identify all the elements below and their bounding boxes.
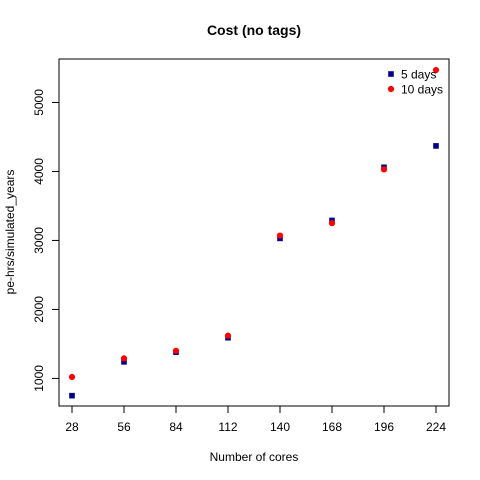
legend-label: 10 days [401,83,443,97]
x-tick-label: 112 [218,420,237,434]
y-tick-label: 1000 [32,365,46,392]
data-points [68,66,440,399]
x-axis-title: Number of cores [210,450,299,464]
y-axis-title: pe-hrs/simulated_years [3,170,17,295]
plot-frame [58,58,450,407]
x-tick-label: 196 [374,420,394,434]
data-point-5-days [69,392,75,399]
data-point-10-days [68,373,76,381]
data-point-10-days [224,332,232,339]
legend-marker-10-days [387,85,395,93]
data-point-5-days [433,143,439,149]
legend-label: 5 days [401,68,436,82]
data-point-10-days [276,232,284,239]
x-tick-label: 56 [117,420,131,434]
y-tick-label: 3000 [32,227,46,254]
x-tick-label: 224 [426,420,446,434]
data-point-5-days [121,359,127,365]
x-tick-label: 28 [65,420,79,434]
x-tick-label: 84 [169,420,183,434]
data-point-10-days [120,355,128,362]
y-axis: 1000 2000 3000 4000 5000 [32,89,59,392]
x-tick-label: 168 [322,420,342,434]
data-point-10-days [172,347,180,354]
legend-marker-5-days [388,71,394,77]
y-tick-label: 2000 [32,296,46,323]
chart-title: Cost (no tags) [207,22,301,38]
y-tick-label: 4000 [32,158,46,185]
data-point-10-days [380,166,388,173]
x-tick-label: 140 [270,420,290,434]
data-point-10-days [328,220,336,227]
x-axis: 28 56 84 112 140 168 196 224 [65,406,446,434]
y-tick-label: 5000 [32,89,46,116]
data-point-10-days [432,66,440,74]
